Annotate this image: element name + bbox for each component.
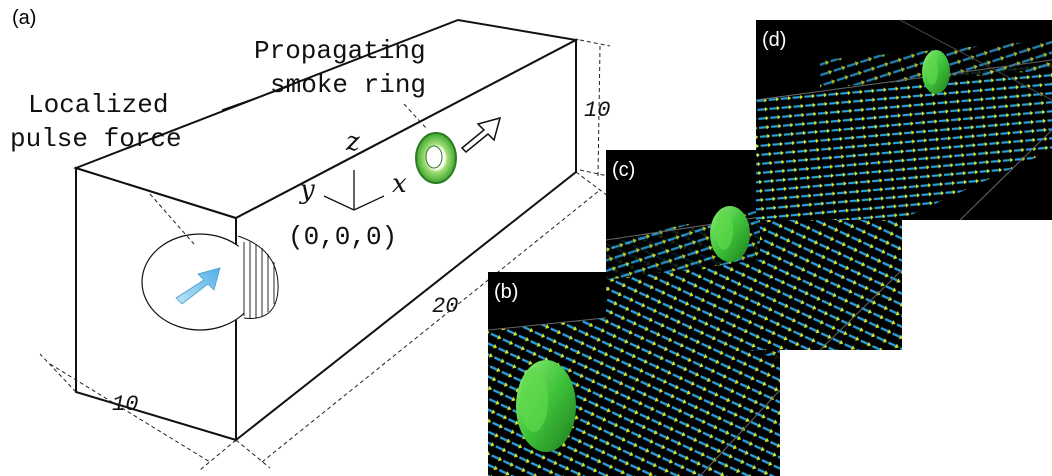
propagation-arrow-icon	[460, 116, 502, 154]
panel-d-label: (d)	[762, 29, 786, 51]
axis-x-label: x	[392, 169, 407, 199]
panel-b-torus-icon	[516, 360, 576, 452]
pulse-label-line2: pulse force	[10, 124, 182, 154]
axis-y-label: y	[299, 175, 315, 205]
panel-d-torus-icon	[922, 50, 950, 94]
pulse-direction-icon	[175, 267, 221, 305]
dimension-height: 10	[579, 39, 610, 177]
panel-b-label: (b)	[494, 281, 518, 303]
dim-width-label: 10	[112, 392, 138, 417]
smoke-leader-line	[221, 85, 291, 111]
dim-height-label: 10	[584, 98, 610, 123]
panel-a-label: (a)	[12, 7, 36, 29]
panel-a: (a)	[10, 7, 610, 471]
origin-label: (0,0,0)	[288, 222, 397, 252]
panel-c-label: (c)	[612, 159, 635, 181]
panel-d: (d)	[755, 19, 1052, 221]
smoke-ring-icon	[415, 132, 457, 184]
dimension-length: 20	[235, 171, 609, 469]
panel-c-torus-icon	[710, 206, 750, 262]
smoke-label-line2: smoke ring	[270, 70, 426, 100]
dim-length-label: 20	[432, 294, 458, 319]
smoke-label-line1: Propagating	[254, 36, 426, 66]
smoke-ring-leader	[403, 103, 427, 129]
pulse-force-region	[141, 233, 279, 331]
pulse-label-line1: Localized	[28, 90, 168, 120]
dimension-width: 10	[39, 353, 237, 471]
coordinate-axes: z x y (0,0,0)	[288, 127, 407, 252]
axis-z-label: z	[345, 127, 360, 157]
